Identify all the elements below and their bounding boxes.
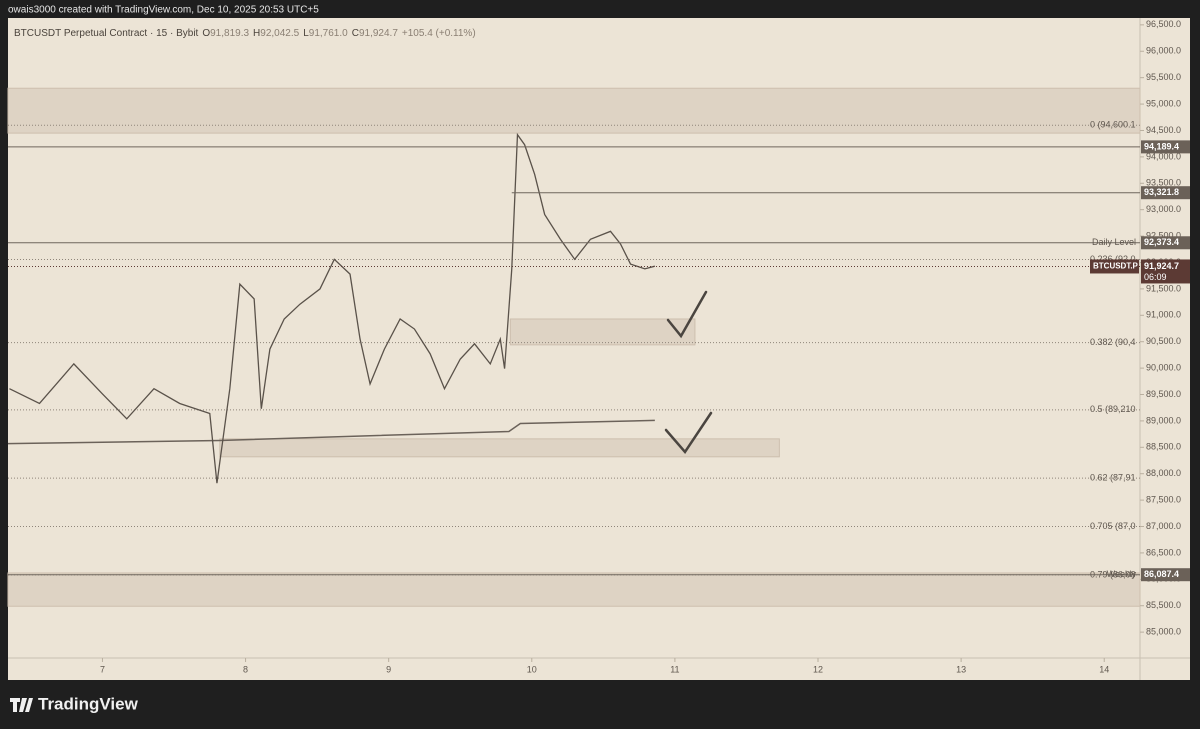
- ohlc-key: L: [303, 28, 309, 39]
- level-label-box: [1141, 568, 1190, 582]
- y-tick-label: 87,000.0: [1146, 521, 1181, 531]
- zone: [509, 318, 696, 346]
- y-tick-label: 86,500.0: [1146, 547, 1181, 557]
- symbol: BTCUSDT Perpetual Contract · 15 · Bybit: [14, 28, 199, 39]
- x-tick-label: 12: [813, 664, 823, 674]
- y-tick-label: 95,500.0: [1146, 72, 1181, 82]
- y-tick-label: 91,000.0: [1146, 310, 1181, 320]
- ohlc-value: 91,819.3: [210, 28, 249, 39]
- brand: TradingView: [38, 694, 139, 713]
- fib-label: 0 (94,600.1: [1090, 120, 1136, 130]
- y-tick-label: 94,500.0: [1146, 125, 1181, 135]
- y-tick-label: 89,500.0: [1146, 389, 1181, 399]
- y-tick-label: 91,500.0: [1146, 283, 1181, 293]
- x-tick-label: 14: [1099, 664, 1109, 674]
- ohlc-key: H: [253, 28, 260, 39]
- ohlc-value: 91,924.7: [359, 28, 398, 39]
- y-tick-label: 92,500.0: [1146, 230, 1181, 240]
- level-label: 93,321.8: [1144, 187, 1179, 197]
- ohlc-key: O: [202, 28, 210, 39]
- header: owais3000 created with TradingView.com, …: [8, 5, 319, 16]
- y-tick-label: 95,000.0: [1146, 98, 1181, 108]
- zone: [7, 572, 1141, 607]
- x-tick-label: 8: [243, 664, 248, 674]
- x-tick-label: 9: [386, 664, 391, 674]
- y-tick-label: 85,000.0: [1146, 627, 1181, 637]
- level-label: 94,189.4: [1144, 141, 1179, 151]
- fib-label: 0.5 (89,210: [1090, 404, 1136, 414]
- chart-title: BTCUSDT Perpetual Contract · 15 · Bybit O…: [14, 28, 476, 39]
- y-tick-label: 96,500.0: [1146, 19, 1181, 29]
- change: +105.4 (+0.11%): [402, 28, 476, 39]
- y-tick-label: 87,500.0: [1146, 494, 1181, 504]
- fib-label: 0.236 (92,0: [1090, 254, 1136, 264]
- y-tick-label: 89,000.0: [1146, 415, 1181, 425]
- zone: [7, 87, 1141, 134]
- x-tick-label: 13: [956, 664, 966, 674]
- last-price-label: 91,924.7: [1144, 261, 1179, 271]
- level-label: 86,087.4: [1144, 569, 1179, 579]
- fib-label: 0.62 (87,91: [1090, 473, 1136, 483]
- symbol-label: BTCUSDT.P: [1093, 262, 1139, 271]
- fib-label: 0.382 (90,4: [1090, 337, 1136, 347]
- symbol-box: [1090, 259, 1139, 274]
- last-price-box: [1141, 259, 1190, 284]
- y-tick-label: 94,000.0: [1146, 151, 1181, 161]
- brand-logo: TradingView: [10, 694, 139, 713]
- level-name: Daily Level: [1092, 237, 1136, 247]
- y-tick-label: 96,000.0: [1146, 46, 1181, 56]
- y-tick-label: 85,500.0: [1146, 600, 1181, 610]
- y-tick-label: 93,000.0: [1146, 204, 1181, 214]
- level-label-box: [1141, 236, 1190, 250]
- zone: [219, 438, 780, 458]
- y-tick-label: 90,500.0: [1146, 336, 1181, 346]
- y-tick-label: 90,000.0: [1146, 362, 1181, 372]
- y-tick-label: 88,500.0: [1146, 442, 1181, 452]
- ohlc-key: C: [352, 28, 359, 39]
- y-tick-label: 88,000.0: [1146, 468, 1181, 478]
- fib-label: 0.705 (87,0: [1090, 521, 1136, 531]
- price-line: [9, 132, 656, 484]
- check-mark: [666, 290, 708, 339]
- x-tick-label: 7: [100, 664, 105, 674]
- level-label-box: [1141, 186, 1190, 200]
- ohlc-value: 92,042.5: [260, 28, 299, 39]
- check-mark: [664, 411, 713, 455]
- level-label-box: [1141, 140, 1190, 154]
- y-tick-label: 93,500.0: [1146, 178, 1181, 188]
- countdown: 06:09: [1144, 272, 1167, 282]
- moving-average: [7, 419, 655, 445]
- x-tick-label: 10: [527, 664, 537, 674]
- level-name: Weekly: [1107, 569, 1137, 579]
- x-tick-label: 11: [670, 664, 679, 674]
- ohlc-value: 91,761.0: [309, 28, 348, 39]
- level-label: 92,373.4: [1144, 237, 1179, 247]
